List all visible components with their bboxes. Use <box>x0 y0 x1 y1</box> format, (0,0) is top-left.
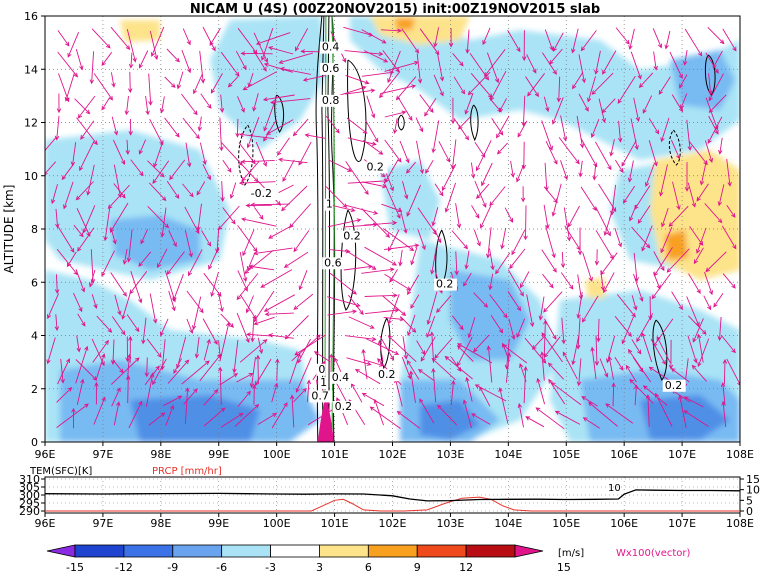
contour-label: 0.8 <box>322 94 340 107</box>
colorbar-tick-label: 3 <box>316 561 323 574</box>
surface-x-tick-label: 100E <box>263 517 291 530</box>
colorbar-tick-label: -9 <box>167 561 178 574</box>
x-tick-label: 105E <box>552 448 580 461</box>
surface-x-tick-label: 98E <box>150 517 171 530</box>
colorbar-swatch <box>466 545 515 557</box>
contour-label: 0.6 <box>324 256 342 269</box>
contour-label: 0.4 <box>322 41 340 54</box>
y-tick-label: 2 <box>31 383 38 396</box>
x-tick-label: 97E <box>92 448 113 461</box>
y-tick-label: 8 <box>31 223 38 236</box>
x-tick-label: 106E <box>610 448 638 461</box>
contour-label: 1 <box>320 376 327 389</box>
surface-x-tick-label: 108E <box>726 517 754 530</box>
main-plot-area: 0.40.60.80.2-0.210.20.60.20.20.201 0.40.7… <box>2 10 754 461</box>
colorbar-swatch <box>222 545 271 557</box>
colorbar-swatch <box>75 545 124 557</box>
surface-panel: 10 TEM(SFC)[K] PRCP [mm/hr] 310305300295… <box>19 466 760 530</box>
colorbar-swatch <box>271 545 320 557</box>
surface-annotation: 10 <box>608 483 621 494</box>
colorbar-tick-label: -12 <box>115 561 133 574</box>
contour-label: 0.2 <box>366 160 384 173</box>
surface-x-tick-label: 104E <box>494 517 522 530</box>
surface-x-tick-label: 102E <box>379 517 407 530</box>
surface-x-axis: 96E 97E 98E 99E 100E 101E 102E 103E 104E 105E 106E… <box>35 513 754 530</box>
contour-label: 1 <box>326 198 333 211</box>
y-tick-label: 0 <box>31 436 38 449</box>
x-tick-label: 102E <box>379 448 407 461</box>
colorbar-tick-label: -3 <box>265 561 276 574</box>
colorbar: -15 -12 -9 -6 -3 3 6 9 12 15 <box>47 545 571 574</box>
surface-right-axis: 151050 <box>740 473 760 518</box>
colorbar-swatch <box>319 545 368 557</box>
colorbar-tick-label: 12 <box>459 561 473 574</box>
main-x-axis: 96E 97E 98E 99E 100E 101E 102E 103E 104E 105E 106E… <box>35 442 754 461</box>
x-tick-label: 100E <box>263 448 291 461</box>
colorbar-max-arrow <box>515 545 543 557</box>
y-tick-label: 14 <box>24 63 38 76</box>
contour-label: 0.2 <box>665 379 683 392</box>
colorbar-swatch <box>417 545 466 557</box>
contour-label: 0.2 <box>335 400 353 413</box>
colorbar-unit: [m/s] <box>558 548 584 559</box>
y-axis-label: ALTITUDE [km] <box>2 185 16 274</box>
colorbar-tick-label: -15 <box>66 561 84 574</box>
x-tick-label: 101E <box>321 448 349 461</box>
y-tick-label: 12 <box>24 117 38 130</box>
contour-label: 0.6 <box>322 62 340 75</box>
y-tick-label: 10 <box>24 170 38 183</box>
contour-label: -0.2 <box>251 187 272 200</box>
surface-x-tick-label: 103E <box>436 517 464 530</box>
surface-x-tick-label: 107E <box>668 517 696 530</box>
vector-scale-note: Wx100(vector) <box>616 548 691 559</box>
surface-x-tick-label: 96E <box>35 517 56 530</box>
x-tick-label: 98E <box>150 448 171 461</box>
contour-label: 0 <box>318 363 325 376</box>
contour-label: 0.2 <box>378 368 396 381</box>
contour-label: 0.7 <box>311 389 329 402</box>
x-tick-label: 103E <box>436 448 464 461</box>
surface-x-tick-label: 101E <box>321 517 349 530</box>
colorbar-tick-label: 6 <box>365 561 372 574</box>
x-tick-label: 107E <box>668 448 696 461</box>
colorbar-min-arrow <box>47 545 75 557</box>
surface-x-tick-label: 99E <box>208 517 229 530</box>
y-tick-label: 16 <box>24 10 38 23</box>
contour-label: 0.4 <box>332 371 350 384</box>
surface-left-axis: 310305300295290 <box>19 473 45 518</box>
colorbar-swatch <box>173 545 222 557</box>
chart-title: NICAM U (4S) (00Z20NOV2015) init:00Z19NO… <box>190 2 600 17</box>
x-tick-label: 108E <box>726 448 754 461</box>
y-tick-label: 4 <box>31 330 38 343</box>
colorbar-swatch <box>368 545 417 557</box>
x-tick-label: 99E <box>208 448 229 461</box>
colorbar-tick-label: 15 <box>557 561 571 574</box>
contour-label: 0.2 <box>343 230 361 243</box>
contour-label: 0.2 <box>436 278 454 291</box>
x-tick-label: 96E <box>35 448 56 461</box>
x-tick-label: 104E <box>494 448 522 461</box>
main-y-axis: 0 2 4 6 8 10 12 14 16 <box>24 10 45 449</box>
prcp-label: PRCP [mm/hr] <box>152 466 222 477</box>
colorbar-swatch <box>124 545 173 557</box>
surface-x-tick-label: 97E <box>92 517 113 530</box>
colorbar-tick-label: -6 <box>216 561 227 574</box>
colorbar-tick-label: 9 <box>414 561 421 574</box>
y-tick-label: 6 <box>31 276 38 289</box>
surface-x-tick-label: 105E <box>552 517 580 530</box>
surface-x-tick-label: 106E <box>610 517 638 530</box>
